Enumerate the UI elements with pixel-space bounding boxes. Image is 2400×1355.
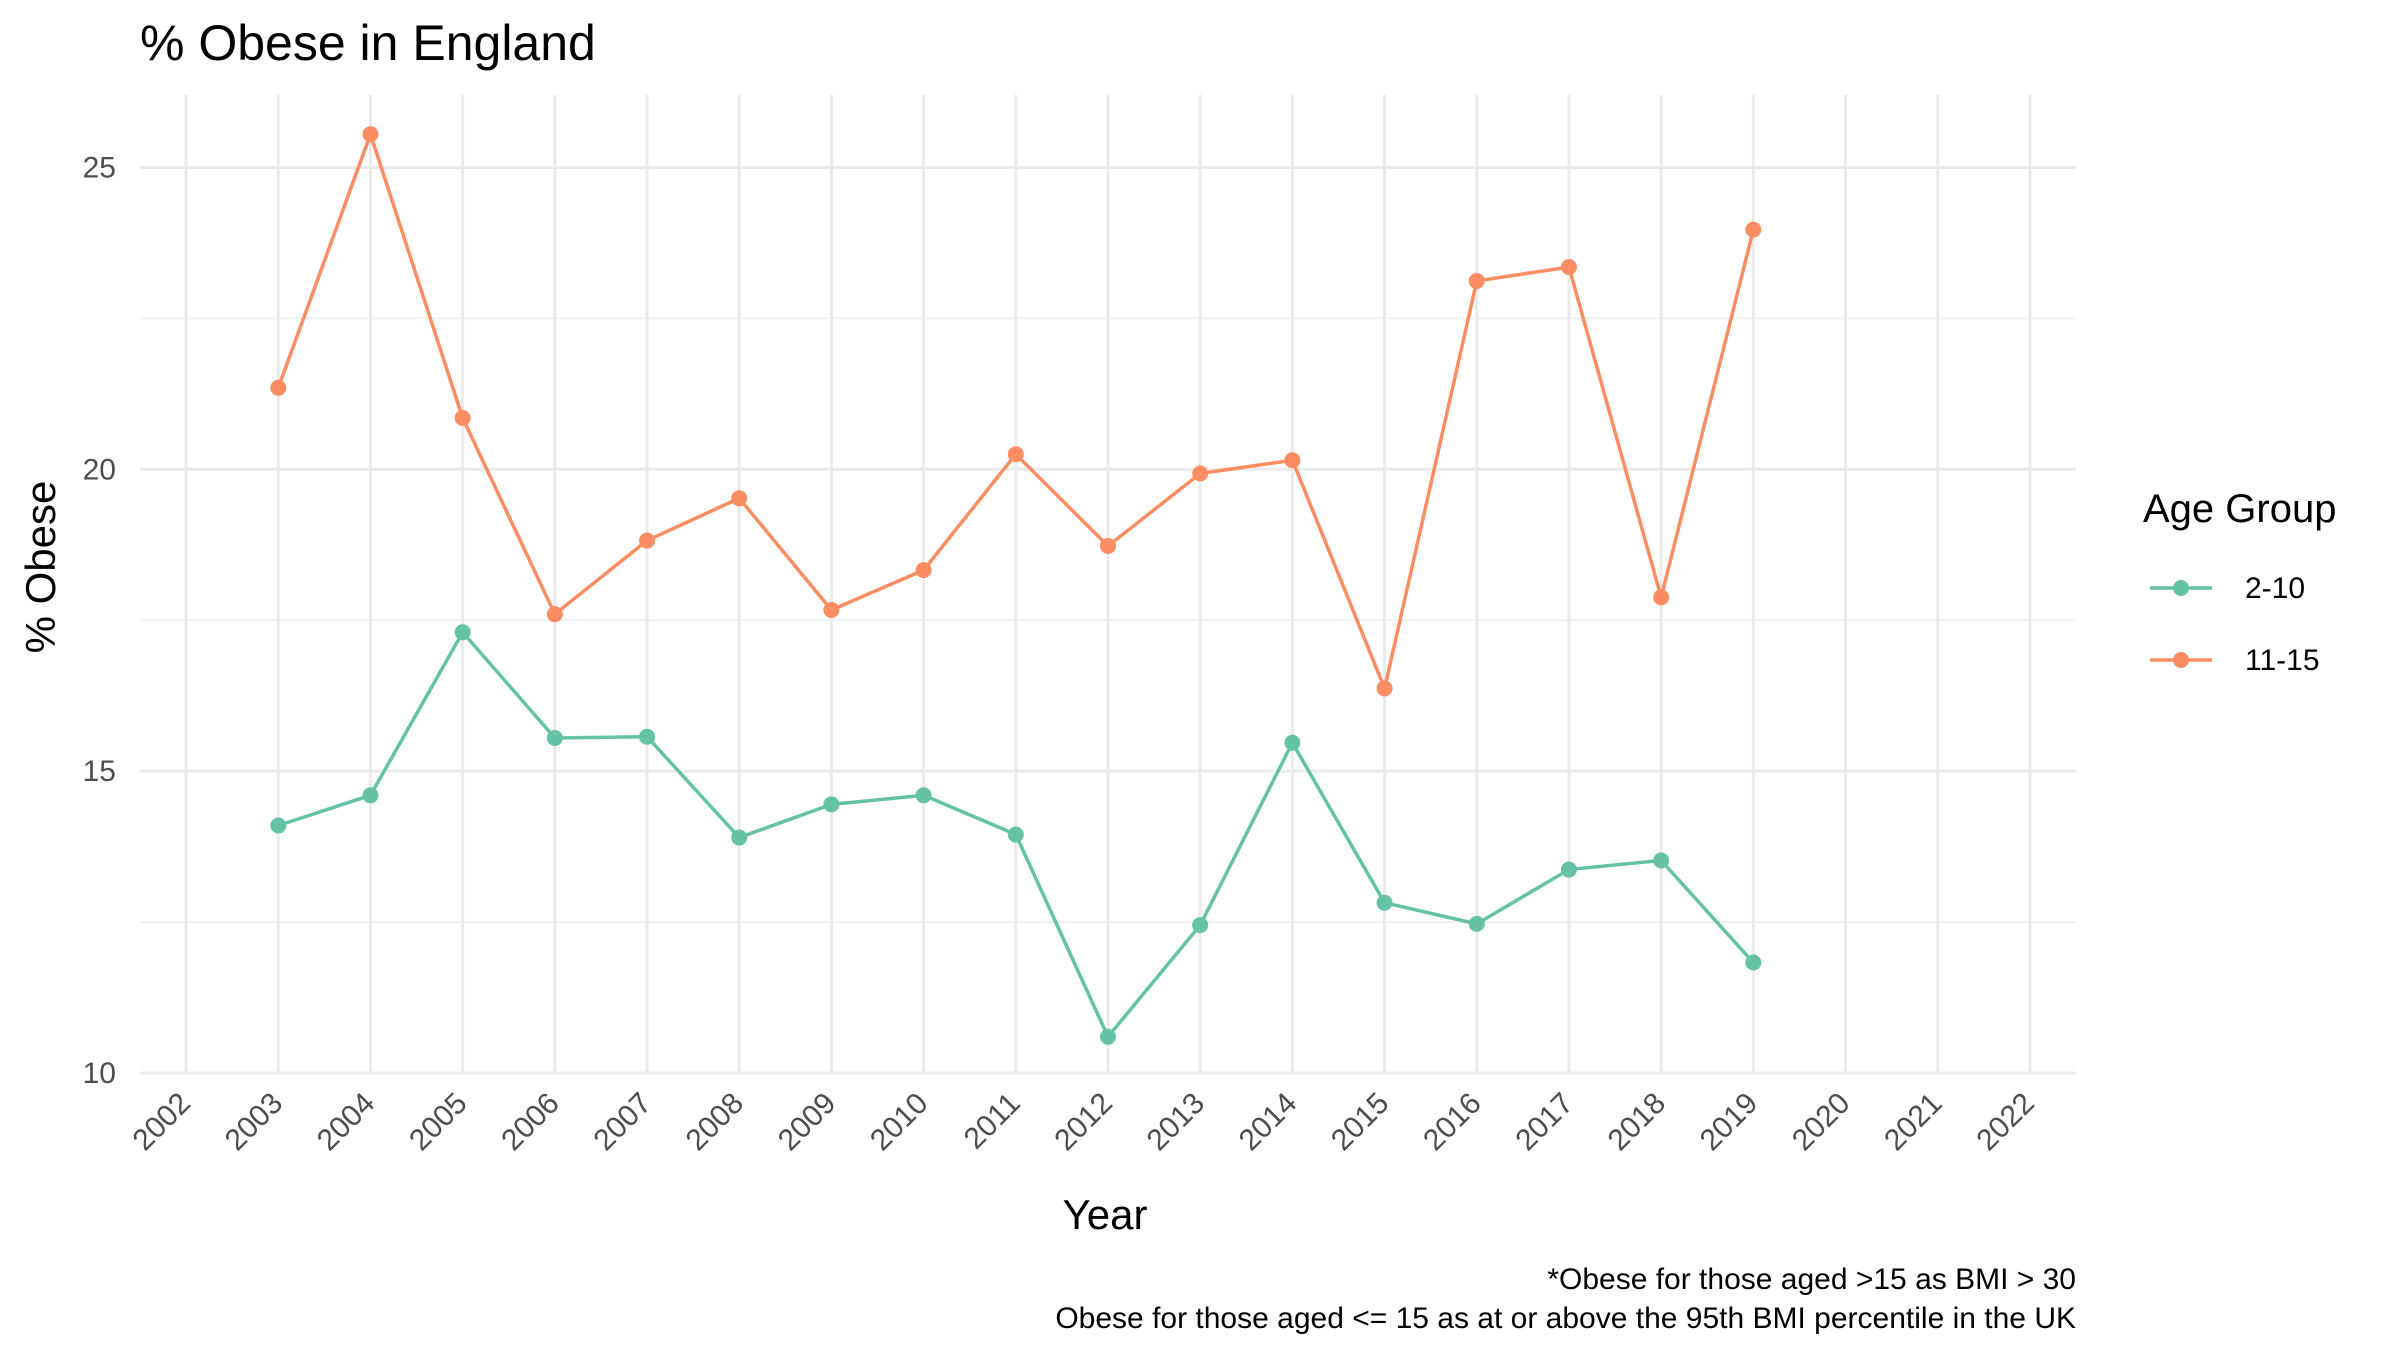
data-point-11-15	[1468, 272, 1485, 289]
data-point-2-10	[731, 829, 748, 846]
data-point-2-10	[1284, 734, 1301, 751]
caption-line-1: *Obese for those aged >15 as BMI > 30	[1547, 1263, 2076, 1296]
data-point-11-15	[270, 379, 287, 396]
y-tick-label: 20	[83, 453, 116, 486]
data-point-11-15	[1376, 680, 1393, 697]
x-tick-label: 2011	[958, 1087, 1027, 1156]
data-point-11-15	[823, 601, 840, 618]
data-point-2-10	[1100, 1028, 1116, 1045]
y-tick-label: 15	[83, 755, 116, 788]
x-tick-label: 2014	[1233, 1087, 1304, 1158]
data-point-11-15	[1653, 589, 1670, 606]
y-tick-label: 10	[83, 1057, 116, 1090]
data-point-2-10	[1468, 915, 1485, 932]
x-tick-label: 2007	[587, 1087, 658, 1158]
data-point-2-10	[639, 728, 656, 745]
data-point-2-10	[546, 729, 563, 746]
x-tick-label: 2005	[403, 1087, 474, 1158]
data-point-11-15	[1100, 537, 1116, 554]
data-point-2-10	[270, 817, 287, 834]
data-point-11-15	[362, 126, 379, 143]
x-tick-label: 2003	[219, 1087, 290, 1158]
x-tick-label: 2013	[1141, 1087, 1212, 1158]
x-tick-label: 2015	[1325, 1087, 1396, 1158]
y-axis-ticks: 10 15 20 25	[83, 151, 116, 1090]
data-point-11-15	[454, 409, 471, 426]
data-point-11-15	[1192, 465, 1209, 482]
data-point-11-15	[1284, 452, 1301, 469]
legend-label: 2-10	[2245, 572, 2305, 605]
data-point-11-15	[731, 490, 748, 507]
x-tick-label: 2017	[1509, 1087, 1580, 1158]
caption-line-2: Obese for those aged <= 15 as at or abov…	[1055, 1302, 2076, 1335]
data-point-2-10	[1653, 852, 1670, 869]
y-axis-title: % Obese	[17, 481, 64, 654]
x-tick-label: 2002	[127, 1087, 198, 1158]
legend-key-point	[2173, 580, 2189, 596]
x-tick-label: 2006	[495, 1087, 566, 1158]
data-point-11-15	[1745, 221, 1762, 238]
x-tick-label: 2022	[1970, 1087, 2041, 1158]
data-point-11-15	[546, 606, 563, 623]
data-point-2-10	[1560, 861, 1577, 878]
x-axis-ticks: 2002 2003 2004 2005 2006 2007 2008 2009 2010 2011…	[127, 1087, 2041, 1158]
x-tick-label: 2021	[1878, 1087, 1949, 1158]
x-tick-label: 2019	[1694, 1087, 1765, 1158]
y-tick-label: 25	[83, 151, 116, 184]
data-point-11-15	[1560, 259, 1577, 276]
chart-title: % Obese in England	[140, 15, 596, 71]
legend-label: 11-15	[2245, 644, 2320, 677]
x-tick-label: 2016	[1417, 1087, 1488, 1158]
x-tick-label: 2012	[1048, 1087, 1119, 1158]
data-point-2-10	[454, 624, 471, 641]
x-tick-label: 2009	[772, 1087, 843, 1158]
data-point-2-10	[915, 787, 932, 804]
grid-lines	[140, 95, 2076, 1075]
x-tick-label: 2020	[1786, 1087, 1857, 1158]
data-series	[270, 126, 1762, 1045]
legend-title: Age Group	[2143, 487, 2336, 531]
x-tick-label: 2008	[680, 1087, 751, 1158]
data-point-2-10	[1376, 894, 1393, 911]
data-point-2-10	[1745, 954, 1762, 971]
data-point-2-10	[823, 796, 840, 813]
x-axis-title: Year	[1063, 1191, 1148, 1238]
data-point-2-10	[362, 787, 379, 804]
x-tick-label: 2004	[311, 1087, 382, 1158]
data-point-2-10	[1007, 826, 1024, 843]
legend-key-point	[2173, 652, 2189, 668]
data-point-11-15	[639, 532, 656, 549]
x-tick-label: 2010	[864, 1087, 935, 1158]
legend: Age Group 2-10 11-15	[2143, 487, 2336, 677]
data-point-11-15	[1007, 446, 1024, 463]
x-tick-label: 2018	[1602, 1087, 1673, 1158]
data-point-11-15	[915, 562, 932, 579]
data-point-2-10	[1192, 917, 1209, 934]
